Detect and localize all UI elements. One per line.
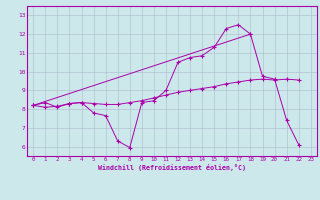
X-axis label: Windchill (Refroidissement éolien,°C): Windchill (Refroidissement éolien,°C) — [98, 164, 246, 171]
